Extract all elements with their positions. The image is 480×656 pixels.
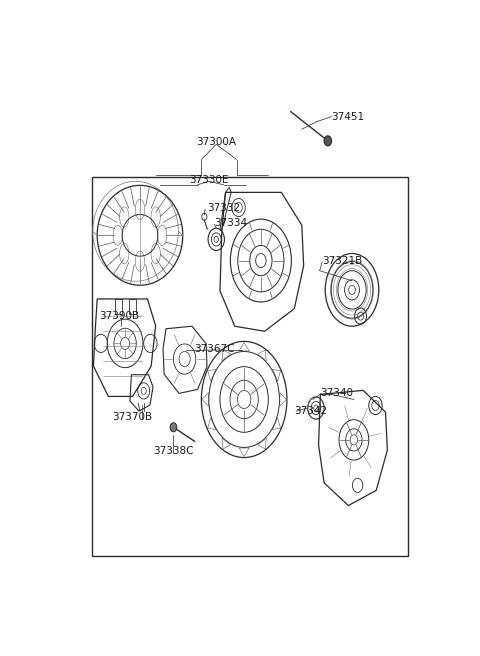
Text: 37300A: 37300A bbox=[196, 137, 236, 147]
Text: 37338C: 37338C bbox=[153, 447, 194, 457]
Text: 37332: 37332 bbox=[207, 203, 240, 213]
Text: 37334: 37334 bbox=[215, 218, 248, 228]
Text: 37370B: 37370B bbox=[112, 412, 153, 422]
Text: 37340: 37340 bbox=[321, 388, 353, 398]
Circle shape bbox=[170, 422, 177, 432]
Circle shape bbox=[324, 136, 332, 146]
Text: 37451: 37451 bbox=[332, 112, 365, 121]
Text: 37367C: 37367C bbox=[194, 344, 235, 354]
Text: 37330E: 37330E bbox=[189, 174, 228, 185]
Text: 37342: 37342 bbox=[294, 406, 327, 416]
Text: 37321B: 37321B bbox=[322, 256, 362, 266]
Text: 37390B: 37390B bbox=[99, 311, 139, 321]
